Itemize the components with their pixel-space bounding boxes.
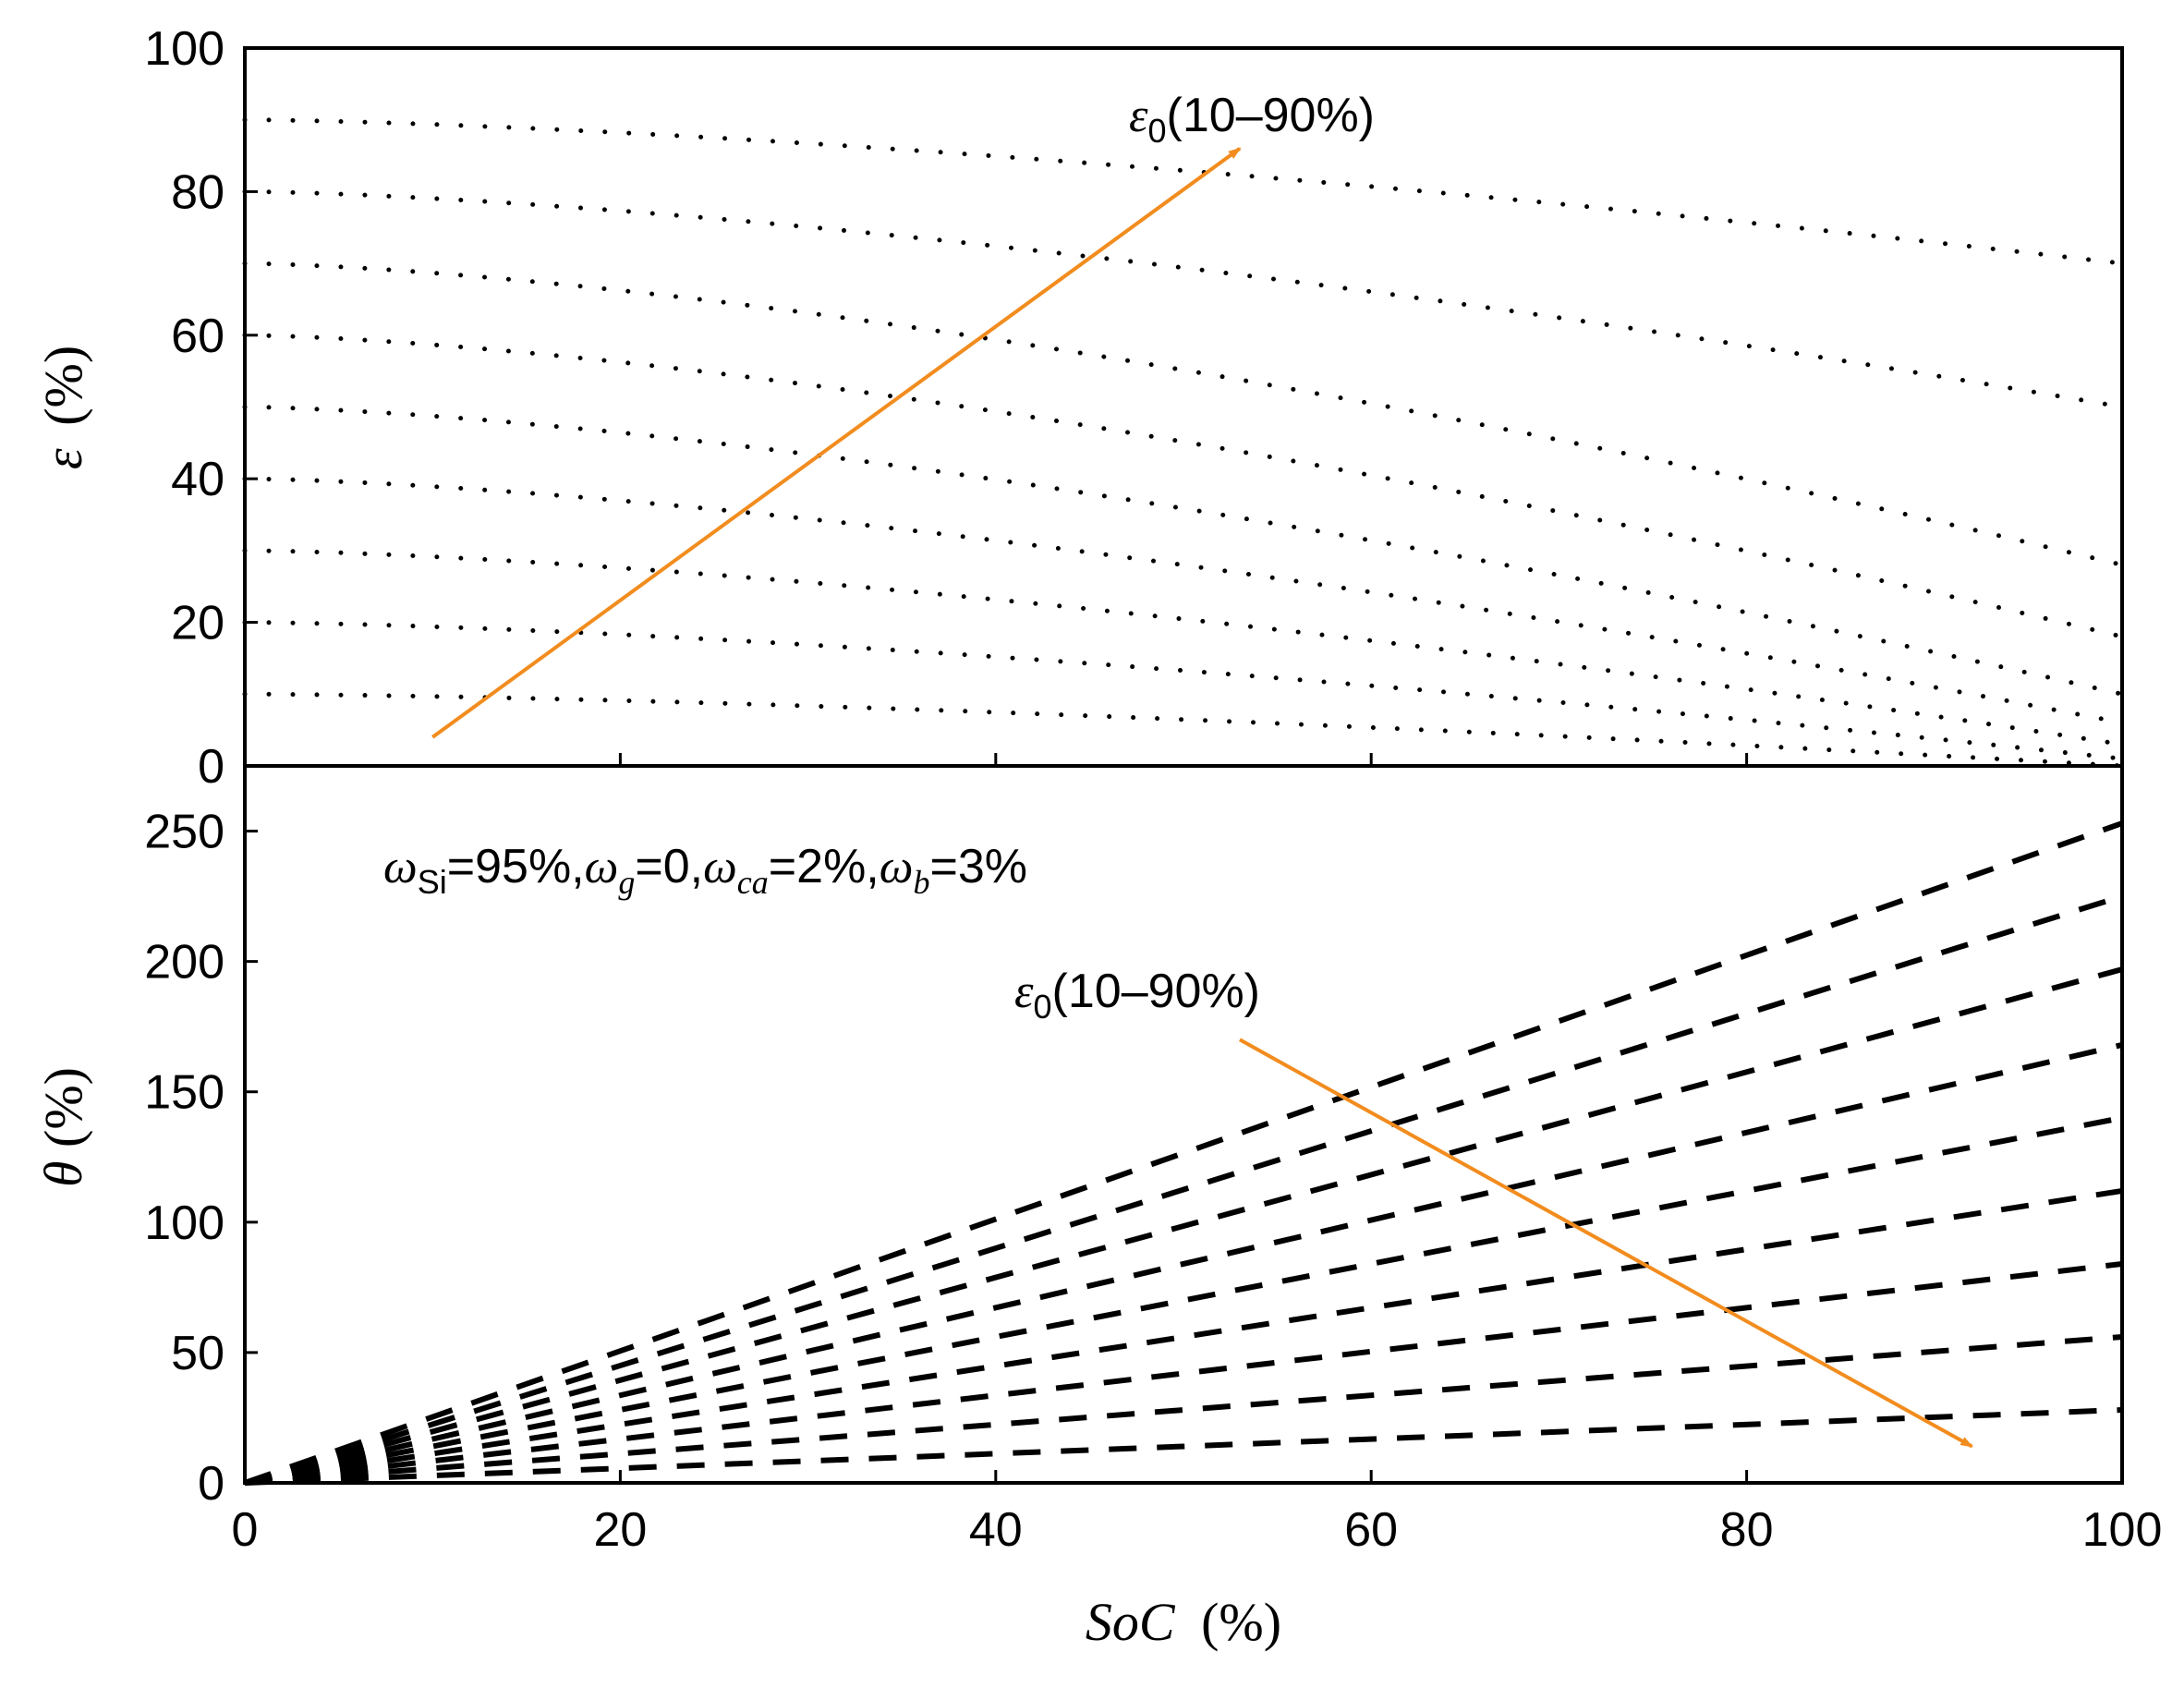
x-tick-label: 80 [1720,1503,1774,1557]
bottom-ylabel-unit: (%) [33,1067,93,1148]
top-series-line [242,476,2125,725]
bottom-series-line [244,1115,2123,1486]
xlabel: SoC (%) [1086,1592,1281,1652]
top-series-line [242,405,2125,697]
top-series-line [242,620,2125,761]
bottom-series-line [244,893,2123,1486]
x-tick-label: 0 [232,1503,259,1557]
omega-ca-subscript: ca [737,864,769,901]
bottom-annotation-text: (10–90%) [1052,965,1260,1018]
omega-g-subscript: g [618,864,635,901]
bottom-series-line [244,1406,2123,1486]
bottom-series-line [244,966,2123,1486]
top-annotation-label: ε0(10–90%) [1129,89,1375,150]
bottom-series-line [244,1333,2123,1486]
top-y-tick-label: 40 [171,453,224,506]
top-series-line [242,333,2125,639]
omega-si-value: =95%, [447,840,585,893]
top-y-tick-label: 20 [171,597,224,650]
omega-g-value: =0, [635,840,703,893]
top-y-tick-label: 60 [171,310,224,363]
bottom-series-line [244,820,2123,1486]
top-series-line [242,188,2125,409]
bottom-annotation-arrow [1238,1038,1974,1449]
bottom-annotation-subscript: 0 [1034,988,1052,1026]
bottom-y-tick-label: 100 [144,1196,224,1250]
top-series-line [242,548,2125,747]
parameters-text: ωSi=95%,ωg=0,ωca=2%,ωb=3% [383,840,1027,901]
top-y-tick-label: 80 [171,165,224,219]
top-y-tick-label: 100 [144,22,224,76]
xlabel-unit: (%) [1201,1592,1281,1652]
bottom-ylabel: θ (%) [33,1067,93,1187]
top-annotation-arrow [431,147,1242,739]
bottom-y-tick-label: 0 [198,1457,224,1511]
top-y-tick-label: 0 [198,740,224,794]
bottom-y-tick-label: 150 [144,1066,224,1120]
xlabel-symbol: SoC [1086,1592,1176,1652]
top-annotation-text: (10–90%) [1167,89,1375,142]
top-annotation-symbol: ε [1129,90,1148,142]
top-ylabel-unit: (%) [33,346,93,426]
omega-si-subscript: Si [418,863,447,901]
x-tick-label: 60 [1344,1503,1398,1557]
x-tick-label: 100 [2082,1503,2163,1557]
top-plot-frame [243,46,2124,768]
top-series-group [242,117,2125,769]
omega-ca-symbol: ω [703,841,737,893]
top-ylabel-symbol: ε [33,448,93,469]
bottom-series-line [244,1187,2123,1486]
omega-g-symbol: ω [585,841,619,893]
bottom-ticks: 0 50 100 150 200 250 0 20 40 60 80 100 [144,806,2162,1557]
omega-b-value: =3% [929,840,1027,893]
bottom-series-line [244,1260,2123,1486]
bottom-annotation-label: ε0(10–90%) [1014,965,1260,1026]
bottom-series-line [244,1042,2123,1486]
omega-b-subscript: b [913,864,929,901]
top-y-ticks: 0 20 40 60 80 100 [144,22,1749,794]
bottom-plot-frame [243,764,2124,1485]
bottom-annotation-symbol: ε [1014,965,1034,1018]
bottom-y-tick-label: 50 [171,1327,224,1380]
omega-ca-value: =2%, [769,840,880,893]
bottom-y-tick-label: 200 [144,936,224,990]
bottom-series-group [244,820,2123,1486]
x-tick-label: 40 [969,1503,1023,1557]
bottom-ylabel-symbol: θ [33,1160,93,1187]
top-series-line [242,691,2125,769]
omega-si-symbol: ω [383,841,418,893]
top-series-line [242,261,2125,567]
top-annotation-subscript: 0 [1148,112,1167,150]
x-tick-label: 20 [593,1503,647,1557]
top-ylabel: ε (%) [33,346,93,469]
top-series-line [242,117,2125,266]
bottom-y-tick-label: 250 [144,806,224,859]
omega-b-symbol: ω [880,841,914,893]
